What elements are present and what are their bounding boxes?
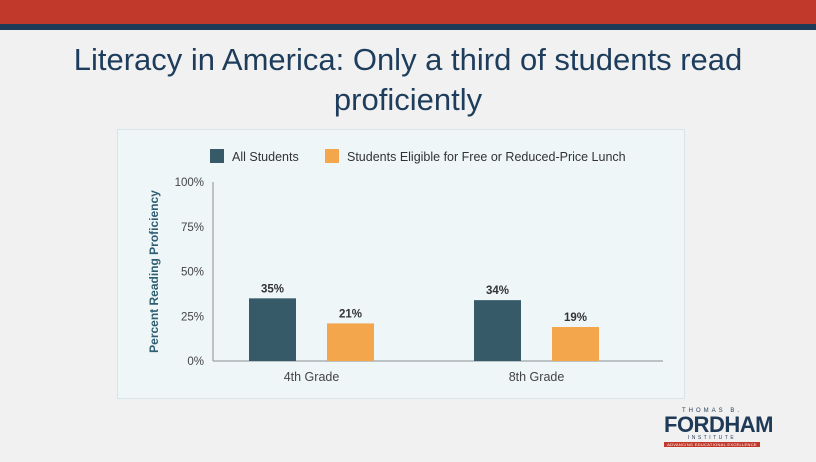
logo-tagline: ADVANCING EDUCATIONAL EXCELLENCE: [664, 442, 760, 447]
legend-label-1: Students Eligible for Free or Reduced-Pr…: [347, 150, 626, 164]
y-tick-label-3: 75%: [181, 222, 204, 234]
header-navy-bar: [0, 24, 816, 30]
y-axis-title: Percent Reading Proficiency: [147, 190, 161, 353]
bar-value-label-0-0: 35%: [261, 283, 284, 295]
bar-0-0: [249, 298, 296, 361]
bar-1-1: [552, 326, 599, 361]
chart-panel: All Students Students Eligible for Free o…: [117, 129, 685, 399]
bar-value-label-0-1: 21%: [339, 308, 362, 320]
x-tick-label-0: 4th Grade: [284, 370, 340, 384]
y-tick-label-2: 50%: [181, 267, 204, 279]
logo-main-text: FORDHAM: [664, 412, 773, 437]
bar-chart: All Students Students Eligible for Free o…: [147, 149, 663, 384]
header-red-bar: [0, 0, 816, 24]
y-tick-label-0: 0%: [187, 356, 204, 368]
y-tick-label-1: 25%: [181, 311, 204, 323]
legend-swatch-1: [325, 149, 339, 163]
legend-label-0: All Students: [232, 150, 299, 164]
legend-swatch-0: [210, 149, 224, 163]
fordham-logo: THOMAS B. FORDHAM INSTITUTE ADVANCING ED…: [664, 408, 773, 447]
bar-value-label-1-0: 34%: [486, 285, 509, 297]
logo-top-text: THOMAS B.: [681, 408, 742, 414]
x-tick-label-1: 8th Grade: [509, 370, 565, 384]
slide-title: Literacy in America: Only a third of stu…: [73, 42, 743, 117]
logo-sub-text: INSTITUTE: [687, 435, 737, 441]
bar-1-0: [474, 300, 521, 361]
bar-value-label-1-1: 19%: [564, 312, 587, 324]
bar-0-1: [327, 323, 374, 361]
y-tick-label-4: 100%: [175, 177, 204, 189]
